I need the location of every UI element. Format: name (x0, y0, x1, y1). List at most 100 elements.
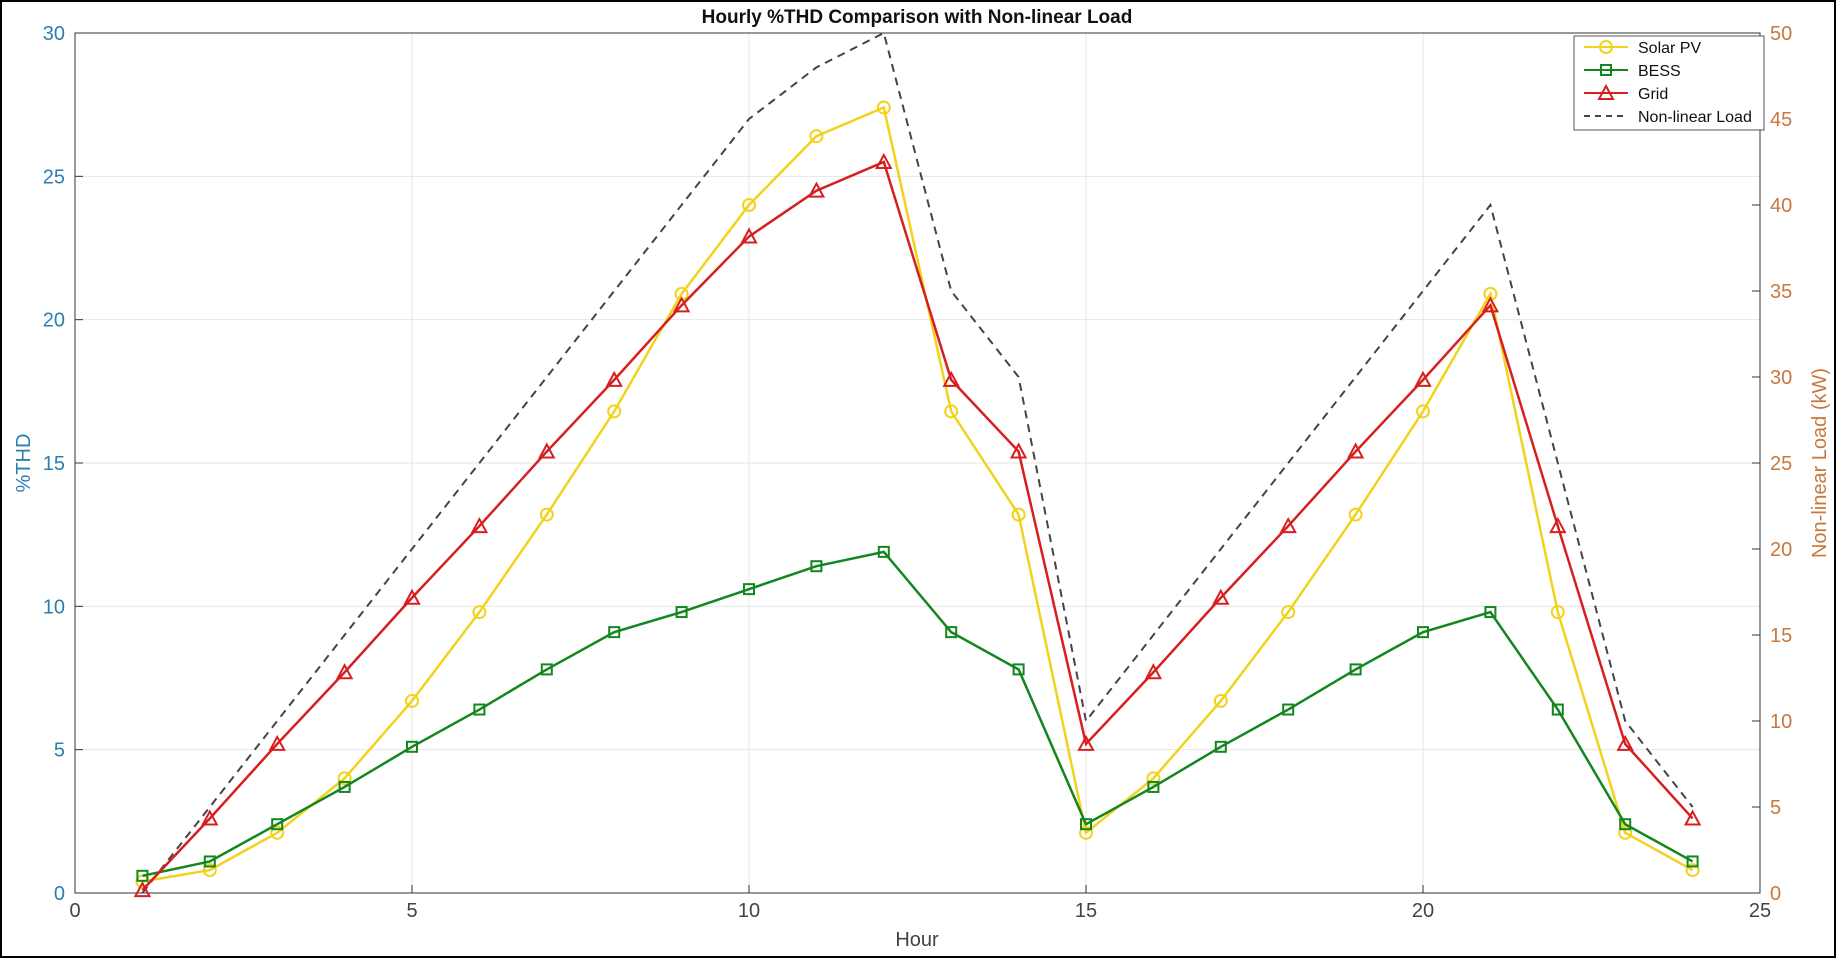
data-point-grid (672, 296, 691, 313)
data-point-bess (406, 740, 418, 753)
legend-label-non-linear-load: Non-linear Load (1638, 109, 1752, 126)
data-point-grid (1144, 663, 1163, 680)
y-right-tick-label: 30 (1770, 367, 1792, 389)
legend-marker-grid (1597, 83, 1615, 100)
data-point-solar-pv (1011, 507, 1026, 522)
data-point-grid (268, 734, 286, 751)
y-left-tick-label: 20 (43, 310, 65, 332)
y-right-tick-label: 0 (1770, 883, 1781, 905)
y-left-tick-label: 25 (43, 166, 65, 188)
data-point-grid (1279, 516, 1297, 534)
data-point-solar-pv (1079, 825, 1093, 840)
data-point-grid (335, 663, 354, 680)
data-point-bess (1484, 606, 1497, 619)
legend-marker-solar-pv (1599, 40, 1613, 54)
data-point-solar-pv (876, 100, 891, 115)
legend-box (1573, 35, 1765, 131)
series-line-grid (141, 160, 1694, 891)
data-point-solar-pv (202, 863, 217, 878)
data-point-solar-pv (1685, 863, 1700, 878)
data-point-solar-pv (809, 129, 824, 144)
data-point-bess (1417, 626, 1429, 639)
y-right-tick-label: 20 (1770, 539, 1792, 561)
data-point-bess (1012, 663, 1025, 676)
data-point-grid (1683, 809, 1702, 826)
x-tick-label: 15 (1075, 900, 1097, 922)
y-right-tick-label: 15 (1770, 625, 1792, 647)
data-point-bess (338, 780, 351, 793)
data-point-bess (1619, 818, 1632, 831)
data-point-bess (1551, 703, 1564, 716)
data-point-solar-pv (472, 605, 487, 620)
legend-label-solar-pv: Solar PV (1638, 40, 1701, 57)
data-point-solar-pv (337, 771, 352, 786)
data-point-grid (807, 181, 826, 198)
x-tick-label: 20 (1412, 900, 1434, 922)
y-right-tick-label: 50 (1770, 23, 1792, 45)
data-point-bess (540, 663, 553, 676)
data-point-solar-pv (1416, 404, 1430, 419)
data-point-grid (1549, 516, 1567, 534)
legend-marker-bess (1600, 64, 1612, 76)
series-bess (136, 545, 1699, 882)
data-point-grid (470, 516, 489, 534)
y-right-tick-label: 45 (1770, 109, 1792, 131)
data-point-grid (740, 227, 758, 244)
data-point-bess (1147, 780, 1160, 793)
y-right-tick-label: 5 (1770, 797, 1781, 819)
y-right-tick-label: 40 (1770, 195, 1792, 217)
data-point-bess (675, 606, 688, 619)
data-point-bess (271, 818, 284, 831)
data-point-solar-pv (607, 404, 622, 419)
data-point-bess (1282, 703, 1295, 716)
x-tick-label: 10 (738, 900, 760, 922)
data-point-bess (1686, 855, 1699, 868)
data-point-grid (1009, 442, 1028, 459)
series-non-linear-load (141, 31, 1694, 894)
x-tick-label: 25 (1749, 900, 1771, 922)
data-point-bess (1349, 663, 1362, 676)
data-point-grid (875, 152, 893, 169)
y-left-tick-label: 30 (43, 23, 65, 45)
data-point-grid (605, 370, 623, 387)
data-point-grid (1346, 442, 1365, 459)
y-right-tick-label: 10 (1770, 711, 1792, 733)
data-point-bess (608, 626, 621, 639)
series-solar-pv (135, 100, 1700, 889)
y-axis-left-label: %THD (13, 434, 35, 493)
data-point-bess (810, 560, 823, 573)
y-left-tick-label: 10 (43, 596, 65, 618)
legend: Solar PV BESS Grid Non-linear Load (1573, 35, 1765, 131)
x-tick-label: 0 (69, 900, 80, 922)
data-point-grid (133, 881, 152, 898)
data-point-solar-pv (944, 404, 959, 419)
data-point-solar-pv (1550, 605, 1565, 620)
y-left-tick-label: 5 (54, 740, 65, 762)
data-point-solar-pv (1213, 693, 1228, 708)
legend-label-grid: Grid (1638, 86, 1668, 103)
data-point-grid (403, 588, 421, 605)
y-left-tick-label: 15 (43, 453, 65, 475)
data-point-bess (877, 545, 890, 558)
data-point-bess (136, 869, 149, 882)
data-point-grid (1481, 296, 1500, 313)
data-point-grid (201, 809, 219, 826)
x-tick-label: 5 (406, 900, 417, 922)
data-point-grid (942, 370, 960, 387)
data-point-bess (1080, 818, 1092, 831)
data-point-grid (1414, 370, 1432, 387)
series-line-bess (142, 550, 1694, 878)
data-point-bess (743, 583, 755, 596)
data-point-grid (1616, 734, 1634, 751)
axis-ticks: 0 5 10 15 20 25051015202530051015202530354045… (43, 23, 1793, 922)
x-axis-label: Hour (895, 929, 939, 951)
series-group (133, 31, 1702, 898)
data-point-bess (945, 626, 958, 639)
y-right-tick-label: 35 (1770, 281, 1792, 303)
data-point-solar-pv (742, 198, 756, 212)
data-point-solar-pv (270, 825, 285, 840)
data-point-bess (203, 855, 216, 868)
data-point-solar-pv (1618, 825, 1633, 840)
